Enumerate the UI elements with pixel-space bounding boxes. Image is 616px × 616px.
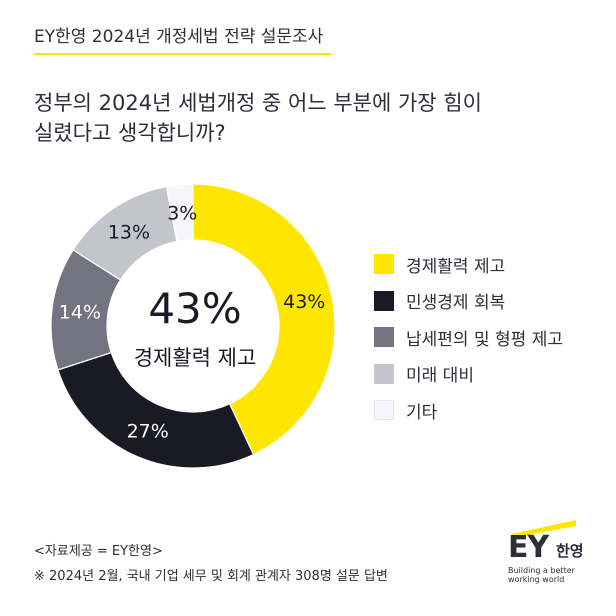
legend-label: 민생경제 회복: [406, 293, 506, 314]
slice-label-4: 13%: [108, 222, 150, 244]
survey-note: ※ 2024년 2월, 국내 기업 세무 및 회계 관계자 308명 설문 답변: [34, 569, 388, 584]
legend-swatch: [374, 400, 394, 421]
donut-slice-5: [165, 183, 194, 243]
survey-title: EY한영 2024년 개정세법 전략 설문조사: [34, 18, 332, 55]
legend-label: 경제활력 제고: [406, 256, 506, 277]
question-line-2: 실렸다고 생각합니까?: [34, 121, 226, 145]
legend-swatch: [374, 254, 394, 275]
question-line-1: 정부의 2024년 세법개정 중 어느 부분에 가장 힘이: [34, 91, 482, 115]
legend-item-1: 경제활력 제고: [374, 246, 563, 283]
logo-beam-icon: [512, 520, 576, 538]
slice-label-2: 27%: [127, 421, 169, 443]
legend-label: 기타: [406, 402, 438, 423]
logo-tagline-2: working world: [508, 575, 565, 584]
legend-item-5: 기타: [374, 392, 563, 429]
legend-swatch: [374, 363, 394, 384]
logo-tagline-1: Building a better: [508, 566, 575, 575]
slice-label-3: 14%: [59, 302, 101, 324]
logo-tagline: Building a better working world: [508, 566, 575, 584]
logo-brand: EY: [508, 530, 549, 565]
slice-label-5: 3%: [167, 203, 197, 225]
center-percent: 43%: [148, 284, 242, 333]
logo-korean: 한영: [556, 542, 584, 560]
donut-slice-2: [57, 351, 255, 469]
center-label: 경제활력 제고: [133, 346, 257, 370]
source-note: <자료제공 = EY한영>: [34, 544, 163, 559]
slice-label-1: 43%: [283, 291, 325, 313]
legend-swatch: [374, 290, 394, 311]
legend-swatch: [374, 327, 394, 348]
legend-item-2: 민생경제 회복: [374, 283, 563, 320]
legend-label: 미래 대비: [406, 366, 474, 387]
legend-label: 납세편의 및 형평 제고: [406, 329, 563, 350]
legend-item-4: 미래 대비: [374, 356, 563, 393]
donut-slice-1: [192, 183, 336, 456]
question-text: 정부의 2024년 세법개정 중 어느 부분에 가장 힘이 실렸다고 생각합니까…: [34, 88, 594, 148]
legend-item-3: 납세편의 및 형평 제고: [374, 319, 563, 356]
ey-logo: EY 한영 Building a better working world: [508, 516, 598, 586]
